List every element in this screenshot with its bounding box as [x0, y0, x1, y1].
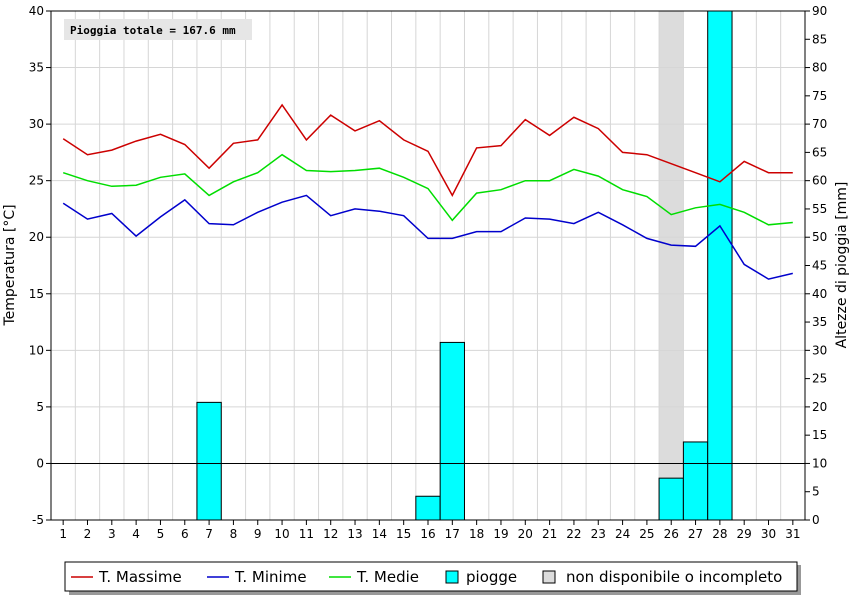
x-tick-label: 24	[615, 527, 630, 541]
y-right-tick-label: 15	[812, 428, 827, 442]
x-tick-label: 9	[254, 527, 262, 541]
series-line	[62, 153, 793, 226]
x-tick-label: 11	[299, 527, 314, 541]
y-right-tick-label: 45	[812, 259, 827, 273]
temperature-lines	[62, 103, 793, 280]
x-tick-label: 20	[518, 527, 533, 541]
legend-label-piogge: piogge	[466, 568, 517, 586]
missing-day-band	[659, 11, 684, 520]
x-tick-label: 17	[445, 527, 460, 541]
rain-bar	[707, 10, 733, 521]
legend-label-missing: non disponibile o incompleto	[566, 568, 782, 586]
y-right-tick-label: 35	[812, 315, 827, 329]
x-tick-label: 3	[108, 527, 116, 541]
y-left-ticks: -5 0 5 10 15 20 25 30 35 40	[29, 4, 51, 527]
x-tick-label: 16	[420, 527, 435, 541]
x-tick-label: 4	[132, 527, 140, 541]
y-right-tick-label: 5	[812, 485, 820, 499]
rain-bar	[196, 401, 222, 521]
y-left-tick-label: 40	[29, 4, 44, 18]
y-right-tick-label: 75	[812, 89, 827, 103]
x-tick-label: 1	[59, 527, 67, 541]
rain-bar	[415, 495, 441, 521]
x-tick-label: 30	[761, 527, 776, 541]
x-tick-label: 21	[542, 527, 557, 541]
y-left-title: Temperatura [°C]	[2, 204, 18, 326]
missing-data-layer	[659, 11, 684, 520]
x-tick-label: 6	[181, 527, 189, 541]
x-tick-label: 8	[230, 527, 238, 541]
x-tick-label: 26	[664, 527, 679, 541]
x-axis-ticks: 1 2 3 4 5 6 7 8 9 10 11 12 13 14 15 16 17 18 19 20 21 22 23 24 2…	[59, 520, 800, 541]
y-left-tick-label: 30	[29, 117, 44, 131]
rain-bars	[196, 10, 733, 521]
y-left-tick-label: 15	[29, 287, 44, 301]
rain-bar	[682, 441, 709, 521]
x-tick-label: 23	[591, 527, 606, 541]
x-tick-label: 7	[205, 527, 213, 541]
legend-label-t-minime: T. Minime	[234, 568, 307, 586]
x-tick-label: 19	[493, 527, 508, 541]
rain-total-annotation-box	[64, 19, 252, 40]
rain-bar	[658, 477, 684, 521]
x-tick-label: 22	[566, 527, 581, 541]
y-right-title: Altezze di pioggia [mm]	[834, 182, 850, 349]
y-right-tick-label: 85	[812, 32, 827, 46]
y-right-tick-label: 55	[812, 202, 827, 216]
legend-label-t-medie: T. Medie	[356, 568, 419, 586]
x-tick-label: 18	[469, 527, 484, 541]
x-tick-label: 28	[712, 527, 727, 541]
x-tick-label: 5	[157, 527, 165, 541]
series-line	[62, 194, 793, 280]
legend-box	[64, 561, 798, 592]
y-right-tick-label: 30	[812, 343, 827, 357]
x-tick-label: 15	[396, 527, 411, 541]
x-tick-label: 25	[639, 527, 654, 541]
legend: T. Massime T. Minime T. Medie piogge non…	[64, 561, 801, 595]
y-right-tick-label: 90	[812, 4, 827, 18]
x-tick-label: 13	[347, 527, 362, 541]
y-right-tick-label: 70	[812, 117, 827, 131]
legend-swatch-piogge	[445, 570, 459, 584]
rain-total-annotation: Pioggia totale = 167.6 mm	[70, 24, 236, 37]
y-left-tick-label: -5	[32, 513, 44, 527]
y-right-tick-label: 0	[812, 513, 820, 527]
legend-swatch-missing	[542, 570, 556, 584]
x-tick-label: 10	[274, 527, 289, 541]
y-left-tick-label: 5	[36, 400, 44, 414]
y-right-tick-label: 10	[812, 456, 827, 470]
y-left-tick-label: 35	[29, 61, 44, 75]
y-right-tick-label: 65	[812, 145, 827, 159]
y-right-tick-label: 40	[812, 287, 827, 301]
y-left-tick-label: 20	[29, 230, 44, 244]
y-left-tick-label: 10	[29, 343, 44, 357]
y-left-tick-label: 25	[29, 174, 44, 188]
series-line	[62, 103, 793, 197]
x-tick-label: 14	[372, 527, 387, 541]
x-tick-label: 2	[84, 527, 92, 541]
y-right-tick-label: 50	[812, 230, 827, 244]
x-tick-label: 31	[785, 527, 800, 541]
y-right-tick-label: 20	[812, 400, 827, 414]
x-tick-label: 12	[323, 527, 338, 541]
y-right-tick-label: 25	[812, 372, 827, 386]
y-left-tick-label: 0	[36, 456, 44, 470]
y-right-tick-label: 60	[812, 174, 827, 188]
x-tick-label: 27	[688, 527, 703, 541]
y-right-tick-label: 80	[812, 61, 827, 75]
x-tick-label: 29	[737, 527, 752, 541]
legend-label-t-massime: T. Massime	[98, 568, 182, 586]
rain-bar	[439, 341, 465, 521]
y-right-ticks: 0 5 10 15 20 25 30 35 40 45 50 55 60 65 70 75 80 85 90	[805, 4, 827, 527]
